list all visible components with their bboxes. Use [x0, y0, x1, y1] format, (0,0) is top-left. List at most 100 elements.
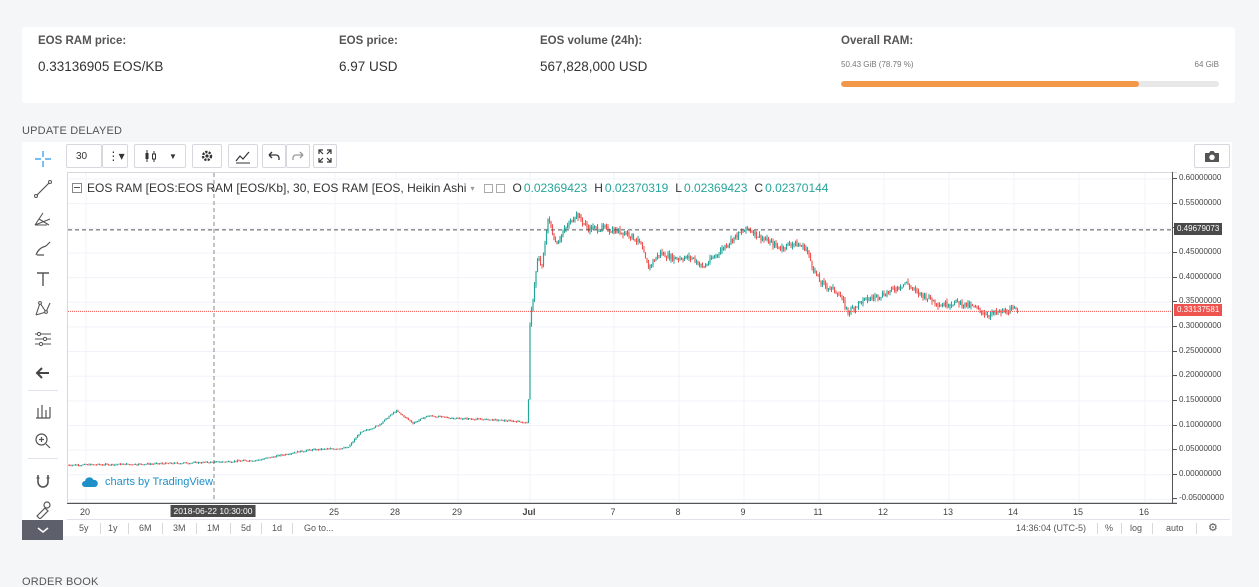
candle-body — [745, 226, 747, 231]
pattern-icon[interactable] — [31, 298, 55, 320]
candle-body — [545, 232, 548, 244]
candle-body — [955, 299, 957, 303]
range-1m-button[interactable]: 1M — [207, 523, 220, 533]
indicators-button[interactable] — [228, 144, 258, 168]
candle-body — [908, 284, 911, 288]
chevron-down-icon[interactable]: ▾ — [470, 183, 475, 193]
candle-body — [782, 246, 785, 249]
candle-body — [533, 285, 536, 300]
candle-body — [839, 295, 842, 298]
candle-body — [290, 453, 293, 455]
interval-dropdown-button[interactable]: ⋮ ▾ — [102, 144, 128, 168]
candle-body — [952, 305, 954, 307]
goto-button[interactable]: Go to... — [304, 523, 334, 533]
candle-body — [283, 454, 285, 456]
chart-type-button[interactable]: ▼ — [134, 144, 186, 168]
candle-body — [643, 249, 645, 253]
eye-icon[interactable] — [484, 183, 494, 193]
text-icon[interactable] — [31, 268, 55, 290]
y-tick-label: -0.05000000 — [1179, 493, 1224, 503]
auto-toggle[interactable]: auto — [1166, 523, 1184, 533]
candle-body — [992, 311, 995, 314]
pitchfork-icon[interactable] — [31, 208, 55, 230]
price-axis[interactable]: 0.600000000.550000000.500000000.45000000… — [1172, 172, 1230, 503]
collapse-legend-icon[interactable] — [72, 183, 82, 193]
time-axis[interactable]: 20 25 28 29 Jul 7 8 9 11 12 13 14 15 16 2018-06-22 10:… — [67, 503, 1177, 519]
back-arrow-icon[interactable] — [31, 362, 55, 384]
candle-body — [536, 260, 539, 272]
candle-body — [866, 297, 869, 301]
candle-body — [673, 256, 675, 261]
log-toggle[interactable]: log — [1130, 523, 1143, 533]
range-3m-button[interactable]: 3M — [173, 523, 186, 533]
candle-body — [559, 239, 561, 242]
chart-plot-area[interactable]: EOS RAM [EOS:EOS RAM [EOS/Kb], 30, EOS R… — [67, 172, 1177, 503]
interval-select[interactable]: 30 — [66, 144, 102, 168]
range-6m-button[interactable]: 6M — [139, 523, 152, 533]
symbol-title[interactable]: EOS RAM [EOS:EOS RAM [EOS/Kb], 30, EOS R… — [87, 181, 467, 195]
y-tick-mark — [1173, 375, 1177, 377]
candle-body — [122, 463, 125, 465]
candle-body — [398, 411, 401, 413]
candle-body — [281, 454, 284, 456]
candle-body — [872, 297, 875, 299]
range-5y-button[interactable]: 5y — [79, 523, 89, 533]
lock-icon[interactable] — [31, 498, 55, 520]
gear-icon[interactable]: ⚙ — [1208, 522, 1218, 534]
candle-body — [440, 416, 443, 418]
crosshair-icon[interactable] — [31, 148, 55, 170]
range-5d-button[interactable]: 5d — [241, 523, 252, 533]
settings-button[interactable] — [192, 144, 222, 168]
redo-button[interactable] — [286, 144, 310, 168]
undo-button[interactable] — [262, 144, 286, 168]
trendline-icon[interactable] — [31, 178, 55, 200]
candle-body — [836, 293, 839, 295]
candle-body — [946, 301, 948, 307]
candle-body — [799, 244, 801, 246]
gear-icon[interactable] — [496, 183, 506, 193]
measure-icon[interactable] — [31, 400, 55, 422]
range-1y-button[interactable]: 1y — [108, 523, 118, 533]
candle-body — [512, 421, 515, 423]
candle-body — [595, 226, 597, 228]
volume-label: EOS volume (24h): — [540, 35, 643, 47]
candle-body — [895, 290, 897, 292]
tradingview-logo[interactable]: charts by TradingView — [81, 476, 213, 488]
candle-body — [397, 410, 399, 412]
candle-body — [833, 287, 836, 292]
candle-body — [682, 259, 684, 261]
percent-toggle[interactable]: % — [1105, 523, 1114, 533]
candle-body — [328, 448, 330, 450]
candle-body — [845, 307, 848, 309]
candle-body — [70, 465, 72, 467]
zoom-icon[interactable] — [31, 430, 55, 452]
candle-body — [607, 226, 609, 232]
candle-body — [578, 215, 581, 219]
candle-body — [244, 460, 246, 462]
candle-body — [241, 460, 243, 462]
screenshot-button[interactable] — [1194, 144, 1230, 168]
candle-body — [953, 302, 956, 306]
candle-body — [83, 464, 86, 466]
candle-body — [182, 462, 185, 464]
collapse-toolbar-button[interactable] — [22, 520, 63, 540]
toolbar-divider — [28, 390, 58, 391]
candle-body — [331, 448, 333, 450]
x-tick-label: 11 — [813, 507, 823, 517]
range-1d-button[interactable]: 1d — [272, 523, 283, 533]
brush-icon[interactable] — [31, 238, 55, 260]
candle-body — [881, 292, 884, 297]
candle-body — [812, 267, 815, 272]
candle-body — [868, 299, 870, 301]
candle-body — [806, 248, 809, 252]
prediction-icon[interactable] — [31, 328, 55, 350]
candle-body — [854, 306, 857, 311]
magnet-icon[interactable] — [31, 470, 55, 492]
fullscreen-button[interactable] — [313, 144, 337, 168]
candle-body — [589, 226, 591, 232]
low-value: 0.02369423 — [683, 181, 748, 195]
candle-body — [173, 462, 176, 464]
candle-body — [686, 256, 689, 259]
candle-body — [218, 461, 221, 463]
candle-body — [785, 243, 788, 249]
